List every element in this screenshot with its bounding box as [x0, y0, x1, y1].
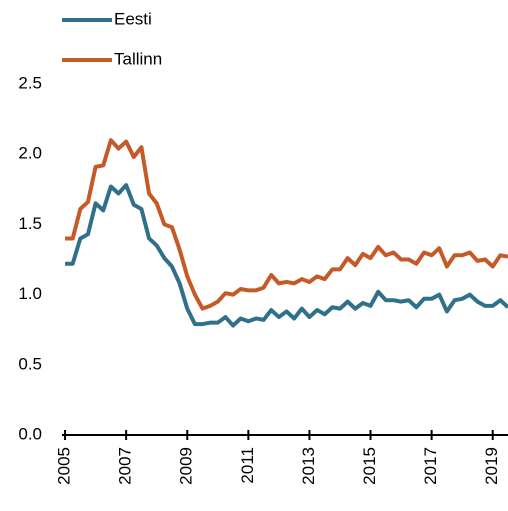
y-tick-label: 1.0 — [18, 284, 42, 303]
y-tick-label: 2.0 — [18, 144, 42, 163]
y-tick-label: 0.5 — [18, 354, 42, 373]
series-line — [65, 183, 508, 328]
x-tick-label: 2007 — [116, 447, 135, 485]
x-tick-label: 2011 — [238, 447, 257, 484]
x-tick-label: 2017 — [421, 447, 440, 485]
series-line — [65, 138, 508, 311]
legend-label: Eesti — [114, 9, 152, 28]
x-tick-label: 2009 — [177, 447, 196, 485]
x-tick-label: 2019 — [482, 447, 501, 485]
x-tick-label: 2013 — [299, 447, 318, 485]
x-tick-label: 2005 — [55, 447, 74, 485]
y-tick-label: 0.0 — [18, 424, 42, 443]
x-tick-label: 2015 — [360, 447, 379, 485]
y-tick-label: 1.5 — [18, 214, 42, 233]
legend-label: Tallinn — [114, 49, 162, 68]
y-tick-label: 2.5 — [18, 73, 42, 92]
